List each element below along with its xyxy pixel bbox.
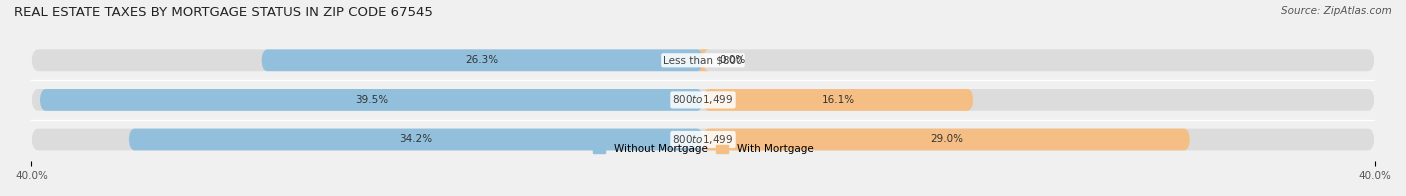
FancyBboxPatch shape [703, 89, 973, 111]
FancyBboxPatch shape [39, 89, 703, 111]
FancyBboxPatch shape [129, 129, 703, 150]
FancyBboxPatch shape [262, 49, 703, 71]
Text: 16.1%: 16.1% [821, 95, 855, 105]
Text: Less than $800: Less than $800 [664, 55, 742, 65]
Text: 39.5%: 39.5% [354, 95, 388, 105]
Text: 26.3%: 26.3% [465, 55, 499, 65]
Legend: Without Mortgage, With Mortgage: Without Mortgage, With Mortgage [589, 140, 817, 159]
Text: REAL ESTATE TAXES BY MORTGAGE STATUS IN ZIP CODE 67545: REAL ESTATE TAXES BY MORTGAGE STATUS IN … [14, 6, 433, 19]
Text: 34.2%: 34.2% [399, 134, 433, 144]
FancyBboxPatch shape [31, 89, 1375, 111]
FancyBboxPatch shape [31, 49, 1375, 71]
FancyBboxPatch shape [31, 129, 1375, 150]
FancyBboxPatch shape [703, 129, 1189, 150]
FancyBboxPatch shape [697, 49, 709, 71]
Text: 0.0%: 0.0% [720, 55, 747, 65]
Text: $800 to $1,499: $800 to $1,499 [672, 133, 734, 146]
Text: 29.0%: 29.0% [929, 134, 963, 144]
Text: Source: ZipAtlas.com: Source: ZipAtlas.com [1281, 6, 1392, 16]
Text: $800 to $1,499: $800 to $1,499 [672, 93, 734, 106]
